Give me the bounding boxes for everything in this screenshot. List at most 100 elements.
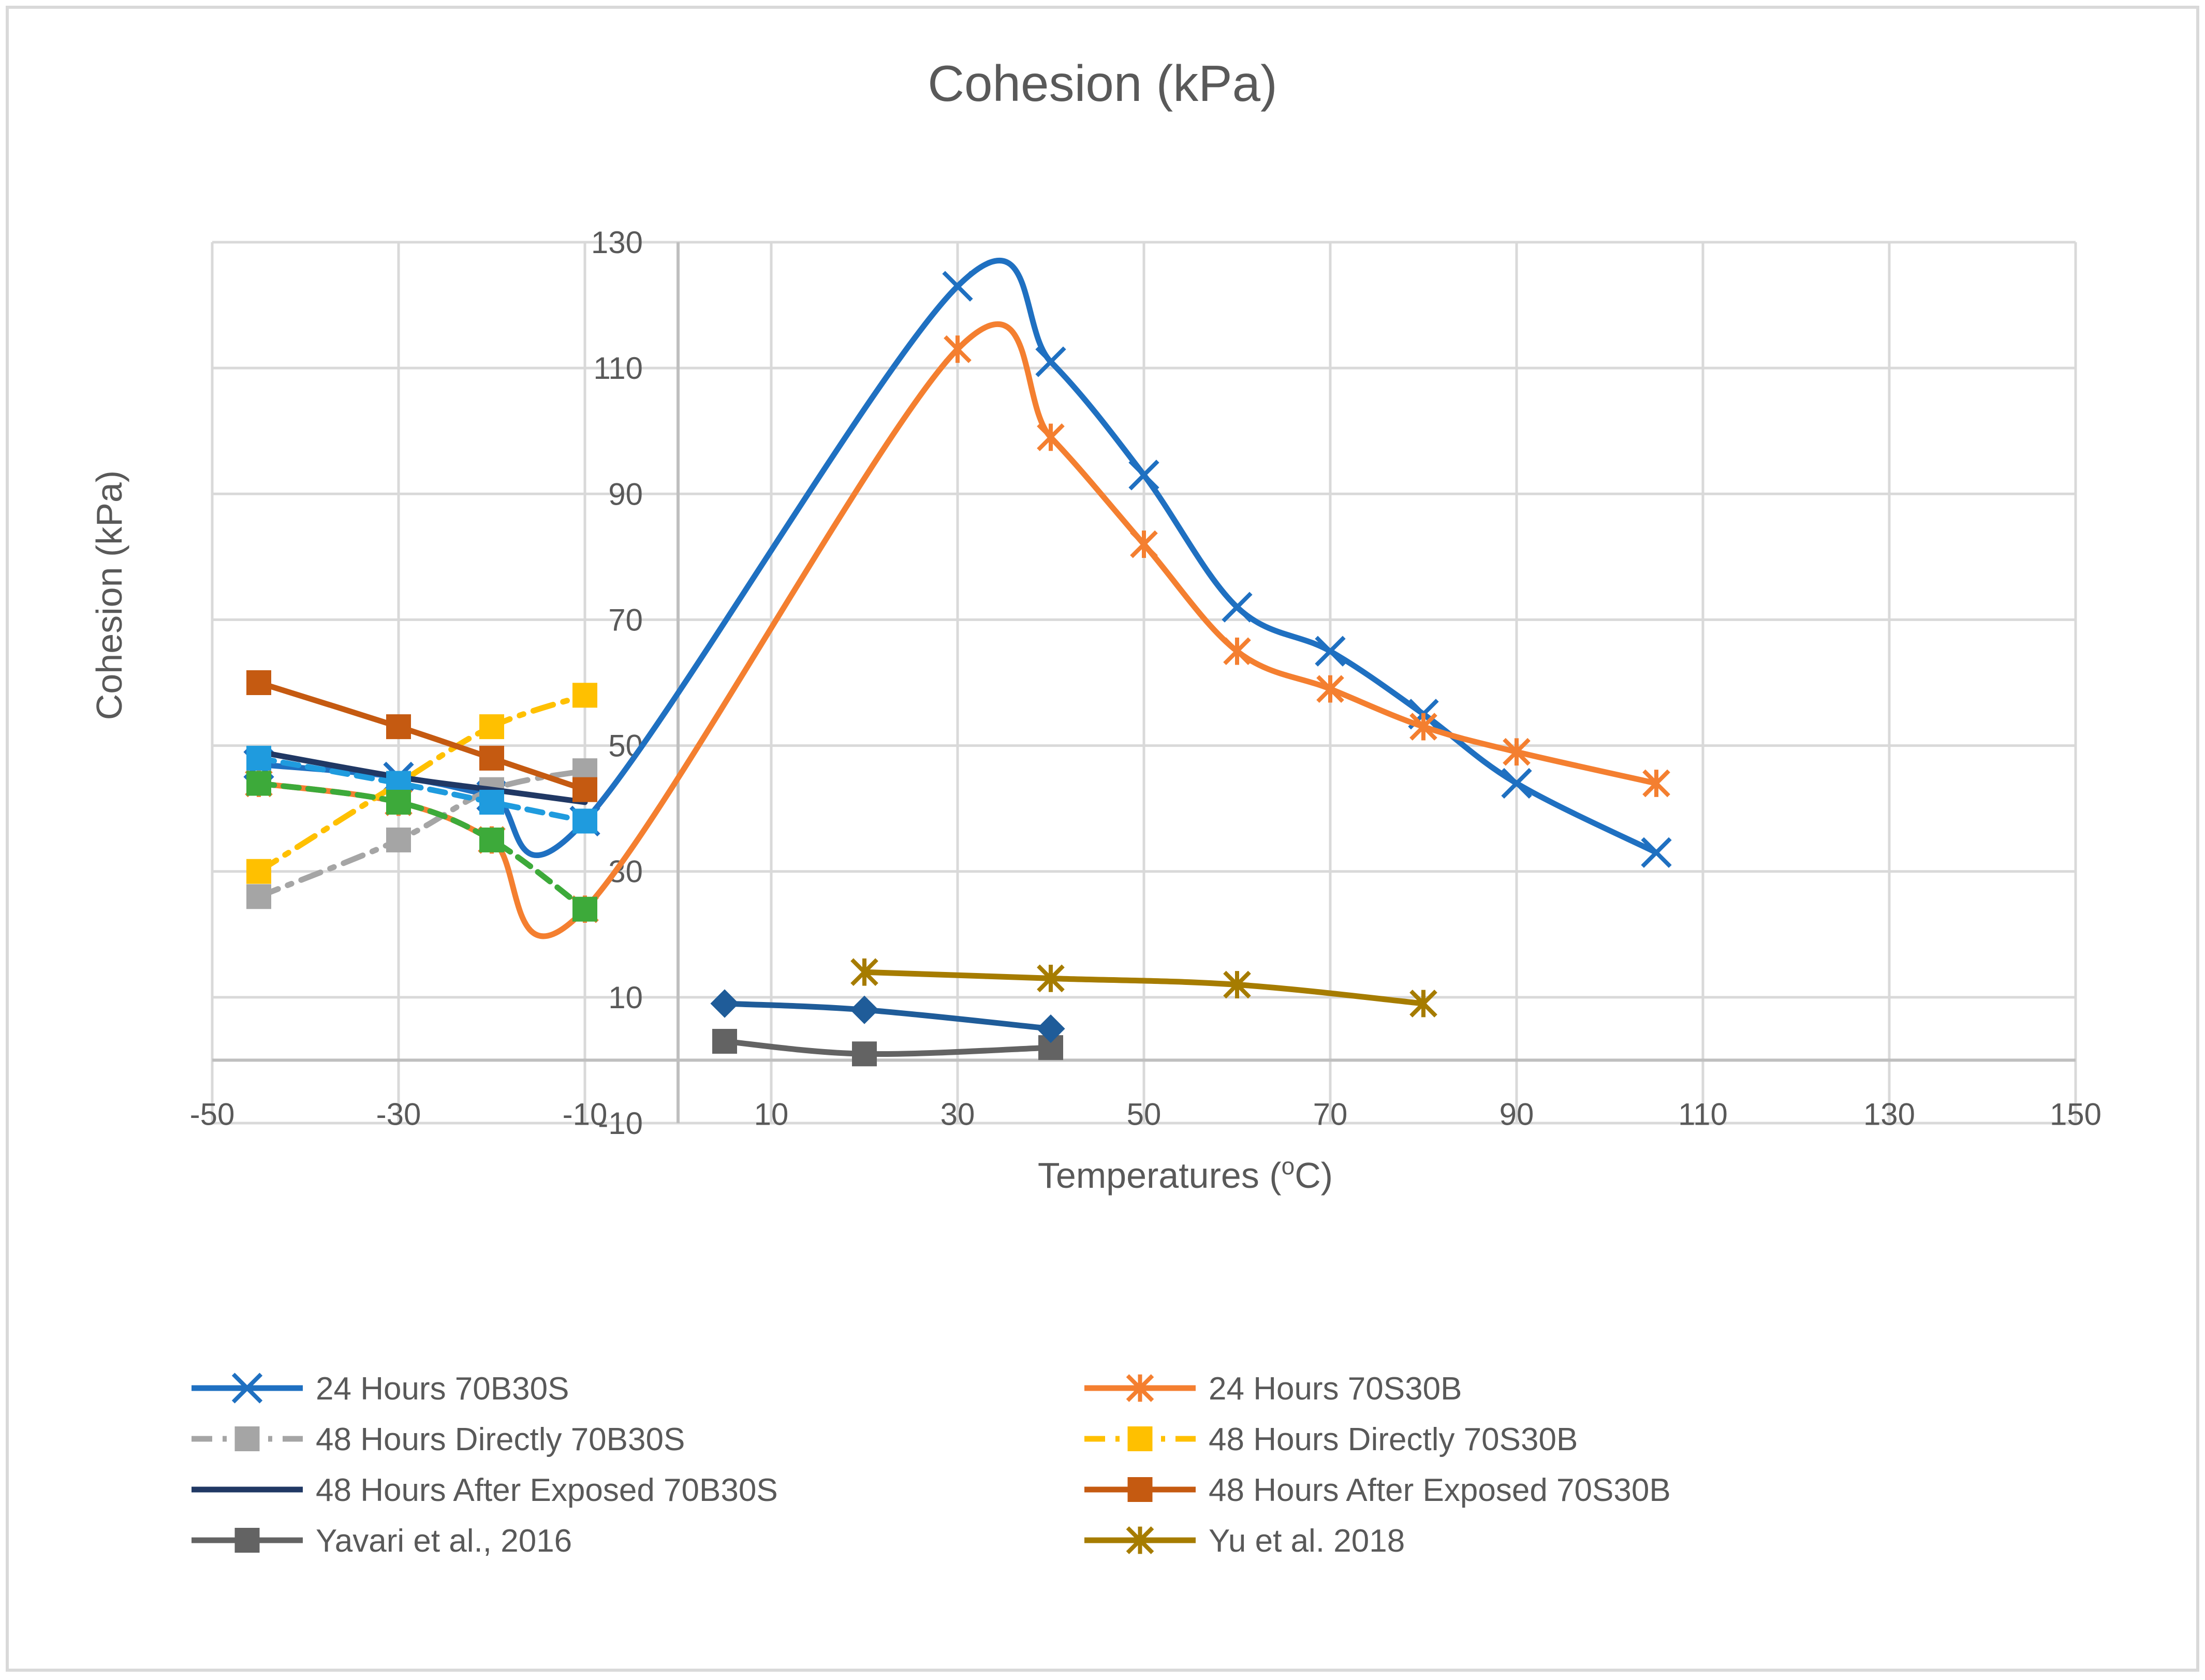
- legend-item: 48 Hours Directly 70S30B: [1084, 1422, 1578, 1457]
- data-point: [1501, 768, 1532, 799]
- series-10: [710, 989, 1065, 1043]
- data-point: [712, 1028, 737, 1054]
- series-line: [256, 768, 588, 900]
- marker-stroke: [942, 271, 973, 302]
- data-point: [572, 808, 597, 834]
- data-point: [1409, 713, 1437, 741]
- legend-item: Yu et al. 2018: [1084, 1523, 1405, 1559]
- data-point: [1503, 738, 1531, 766]
- legend-item: 48 Hours After Exposed 70B30S: [192, 1472, 778, 1508]
- x-tick-label: 130: [1863, 1097, 1915, 1131]
- series-5: [246, 670, 597, 802]
- y-tick-label: 10: [608, 980, 643, 1015]
- y-tick-label: 50: [608, 729, 643, 763]
- legend-label: 24 Hours 70B30S: [316, 1371, 569, 1407]
- series-6: [712, 1028, 1063, 1067]
- marker-stroke: [1128, 460, 1159, 491]
- x-tick-label: 30: [940, 1097, 975, 1131]
- marker-stroke: [231, 1373, 263, 1404]
- data-point: [944, 335, 972, 363]
- data-point: [572, 683, 597, 708]
- data-point: [852, 1041, 877, 1067]
- x-tick-label: 10: [754, 1097, 789, 1131]
- data-point: [1036, 1014, 1065, 1043]
- legend-label: Yu et al. 2018: [1209, 1523, 1405, 1559]
- data-point: [572, 896, 597, 922]
- data-point: [1642, 769, 1670, 798]
- series-line: [256, 680, 588, 793]
- x-tick-label: -50: [190, 1097, 235, 1131]
- y-tick-label: 90: [608, 477, 643, 511]
- x-tick-label: 70: [1313, 1097, 1348, 1131]
- legend-swatch-marker: [1127, 1477, 1153, 1502]
- legend-label: 24 Hours 70S30B: [1209, 1371, 1462, 1407]
- legend-item: 48 Hours After Exposed 70S30B: [1084, 1472, 1671, 1508]
- data-point: [850, 958, 878, 986]
- data-point: [1035, 346, 1066, 377]
- data-point: [1409, 990, 1437, 1018]
- data-point: [479, 789, 504, 815]
- x-tick-label: -10: [563, 1097, 608, 1131]
- x-tick-label: 110: [1678, 1097, 1728, 1131]
- data-point: [246, 745, 271, 771]
- data-point: [942, 271, 973, 302]
- legend-swatch-marker: [1126, 1374, 1154, 1402]
- data-point: [246, 670, 271, 695]
- label-layer: Cohesion (kPa) Cohesion (kPa) Temperatur…: [89, 55, 1333, 1196]
- series-line: [256, 749, 588, 805]
- data-point: [1037, 423, 1065, 451]
- grid-layer: [211, 241, 2077, 1125]
- series-line: [256, 692, 588, 875]
- data-point: [386, 714, 411, 740]
- legend-label: 48 Hours After Exposed 70B30S: [316, 1472, 778, 1508]
- data-point: [246, 771, 271, 796]
- legend-item: Yavari et al., 2016: [192, 1523, 572, 1559]
- data-point: [246, 884, 271, 909]
- data-point: [710, 989, 739, 1018]
- legend-swatch-marker: [234, 1528, 260, 1553]
- data-point: [1223, 637, 1251, 666]
- marker-stroke: [1501, 768, 1532, 799]
- x-tick-label: -30: [376, 1097, 421, 1131]
- chart-border: [6, 6, 2199, 1672]
- y-tick-label: 130: [591, 225, 643, 260]
- x-tick-label: 50: [1127, 1097, 1162, 1131]
- series-9: [246, 771, 597, 922]
- series-line: [256, 780, 588, 912]
- data-point: [1223, 970, 1251, 999]
- data-point: [572, 777, 597, 802]
- series-line: [861, 969, 1427, 1007]
- x-tick-label: 90: [1500, 1097, 1534, 1131]
- data-point: [850, 995, 879, 1024]
- series-8: [246, 745, 597, 834]
- marker-stroke: [1222, 592, 1253, 623]
- data-point: [386, 789, 411, 815]
- legend-item: 24 Hours 70B30S: [192, 1371, 569, 1407]
- legend-label: 48 Hours Directly 70B30S: [316, 1422, 685, 1457]
- data-point: [386, 827, 411, 852]
- legend-swatch-marker: [234, 1426, 260, 1451]
- data-point: [479, 714, 504, 740]
- chart-title: Cohesion (kPa): [928, 55, 1277, 112]
- y-tick-label: -10: [598, 1106, 643, 1141]
- legend-label: 48 Hours Directly 70S30B: [1209, 1422, 1578, 1457]
- series-7: [850, 958, 1437, 1018]
- data-point: [479, 745, 504, 771]
- data-point: [1128, 460, 1159, 491]
- marker-stroke: [1315, 636, 1346, 667]
- legend-item: 24 Hours 70S30B: [1084, 1371, 1462, 1407]
- series-layer: [243, 258, 1672, 1067]
- y-tick-label: 70: [608, 602, 643, 637]
- x-axis-title-sup: o: [1282, 1153, 1295, 1180]
- axis-layer: -50 -30 -10 10 30 50 70 90 110 130 150-10103050709…: [190, 225, 2101, 1141]
- data-point: [1315, 636, 1346, 667]
- legend: 24 Hours 70B30S 24 Hours 70S30B 48 Hours D…: [192, 1371, 1671, 1559]
- x-axis-title: Temperatures (oC): [1038, 1153, 1333, 1196]
- y-tick-label: 110: [593, 351, 643, 386]
- data-point: [246, 859, 271, 884]
- legend-label: 48 Hours After Exposed 70S30B: [1209, 1472, 1671, 1508]
- data-point: [1641, 837, 1672, 868]
- series-4: [256, 749, 588, 805]
